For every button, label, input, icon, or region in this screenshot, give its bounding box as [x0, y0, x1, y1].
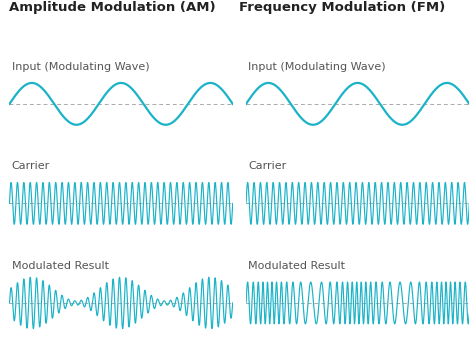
- Text: Frequency Modulation (FM): Frequency Modulation (FM): [239, 1, 446, 14]
- Text: Carrier: Carrier: [248, 161, 287, 172]
- Text: Carrier: Carrier: [12, 161, 50, 172]
- Text: Input (Modulating Wave): Input (Modulating Wave): [248, 62, 386, 72]
- Text: Input (Modulating Wave): Input (Modulating Wave): [12, 62, 149, 72]
- Text: Amplitude Modulation (AM): Amplitude Modulation (AM): [9, 1, 216, 14]
- Text: Modulated Result: Modulated Result: [12, 261, 109, 271]
- Text: Modulated Result: Modulated Result: [248, 261, 346, 271]
